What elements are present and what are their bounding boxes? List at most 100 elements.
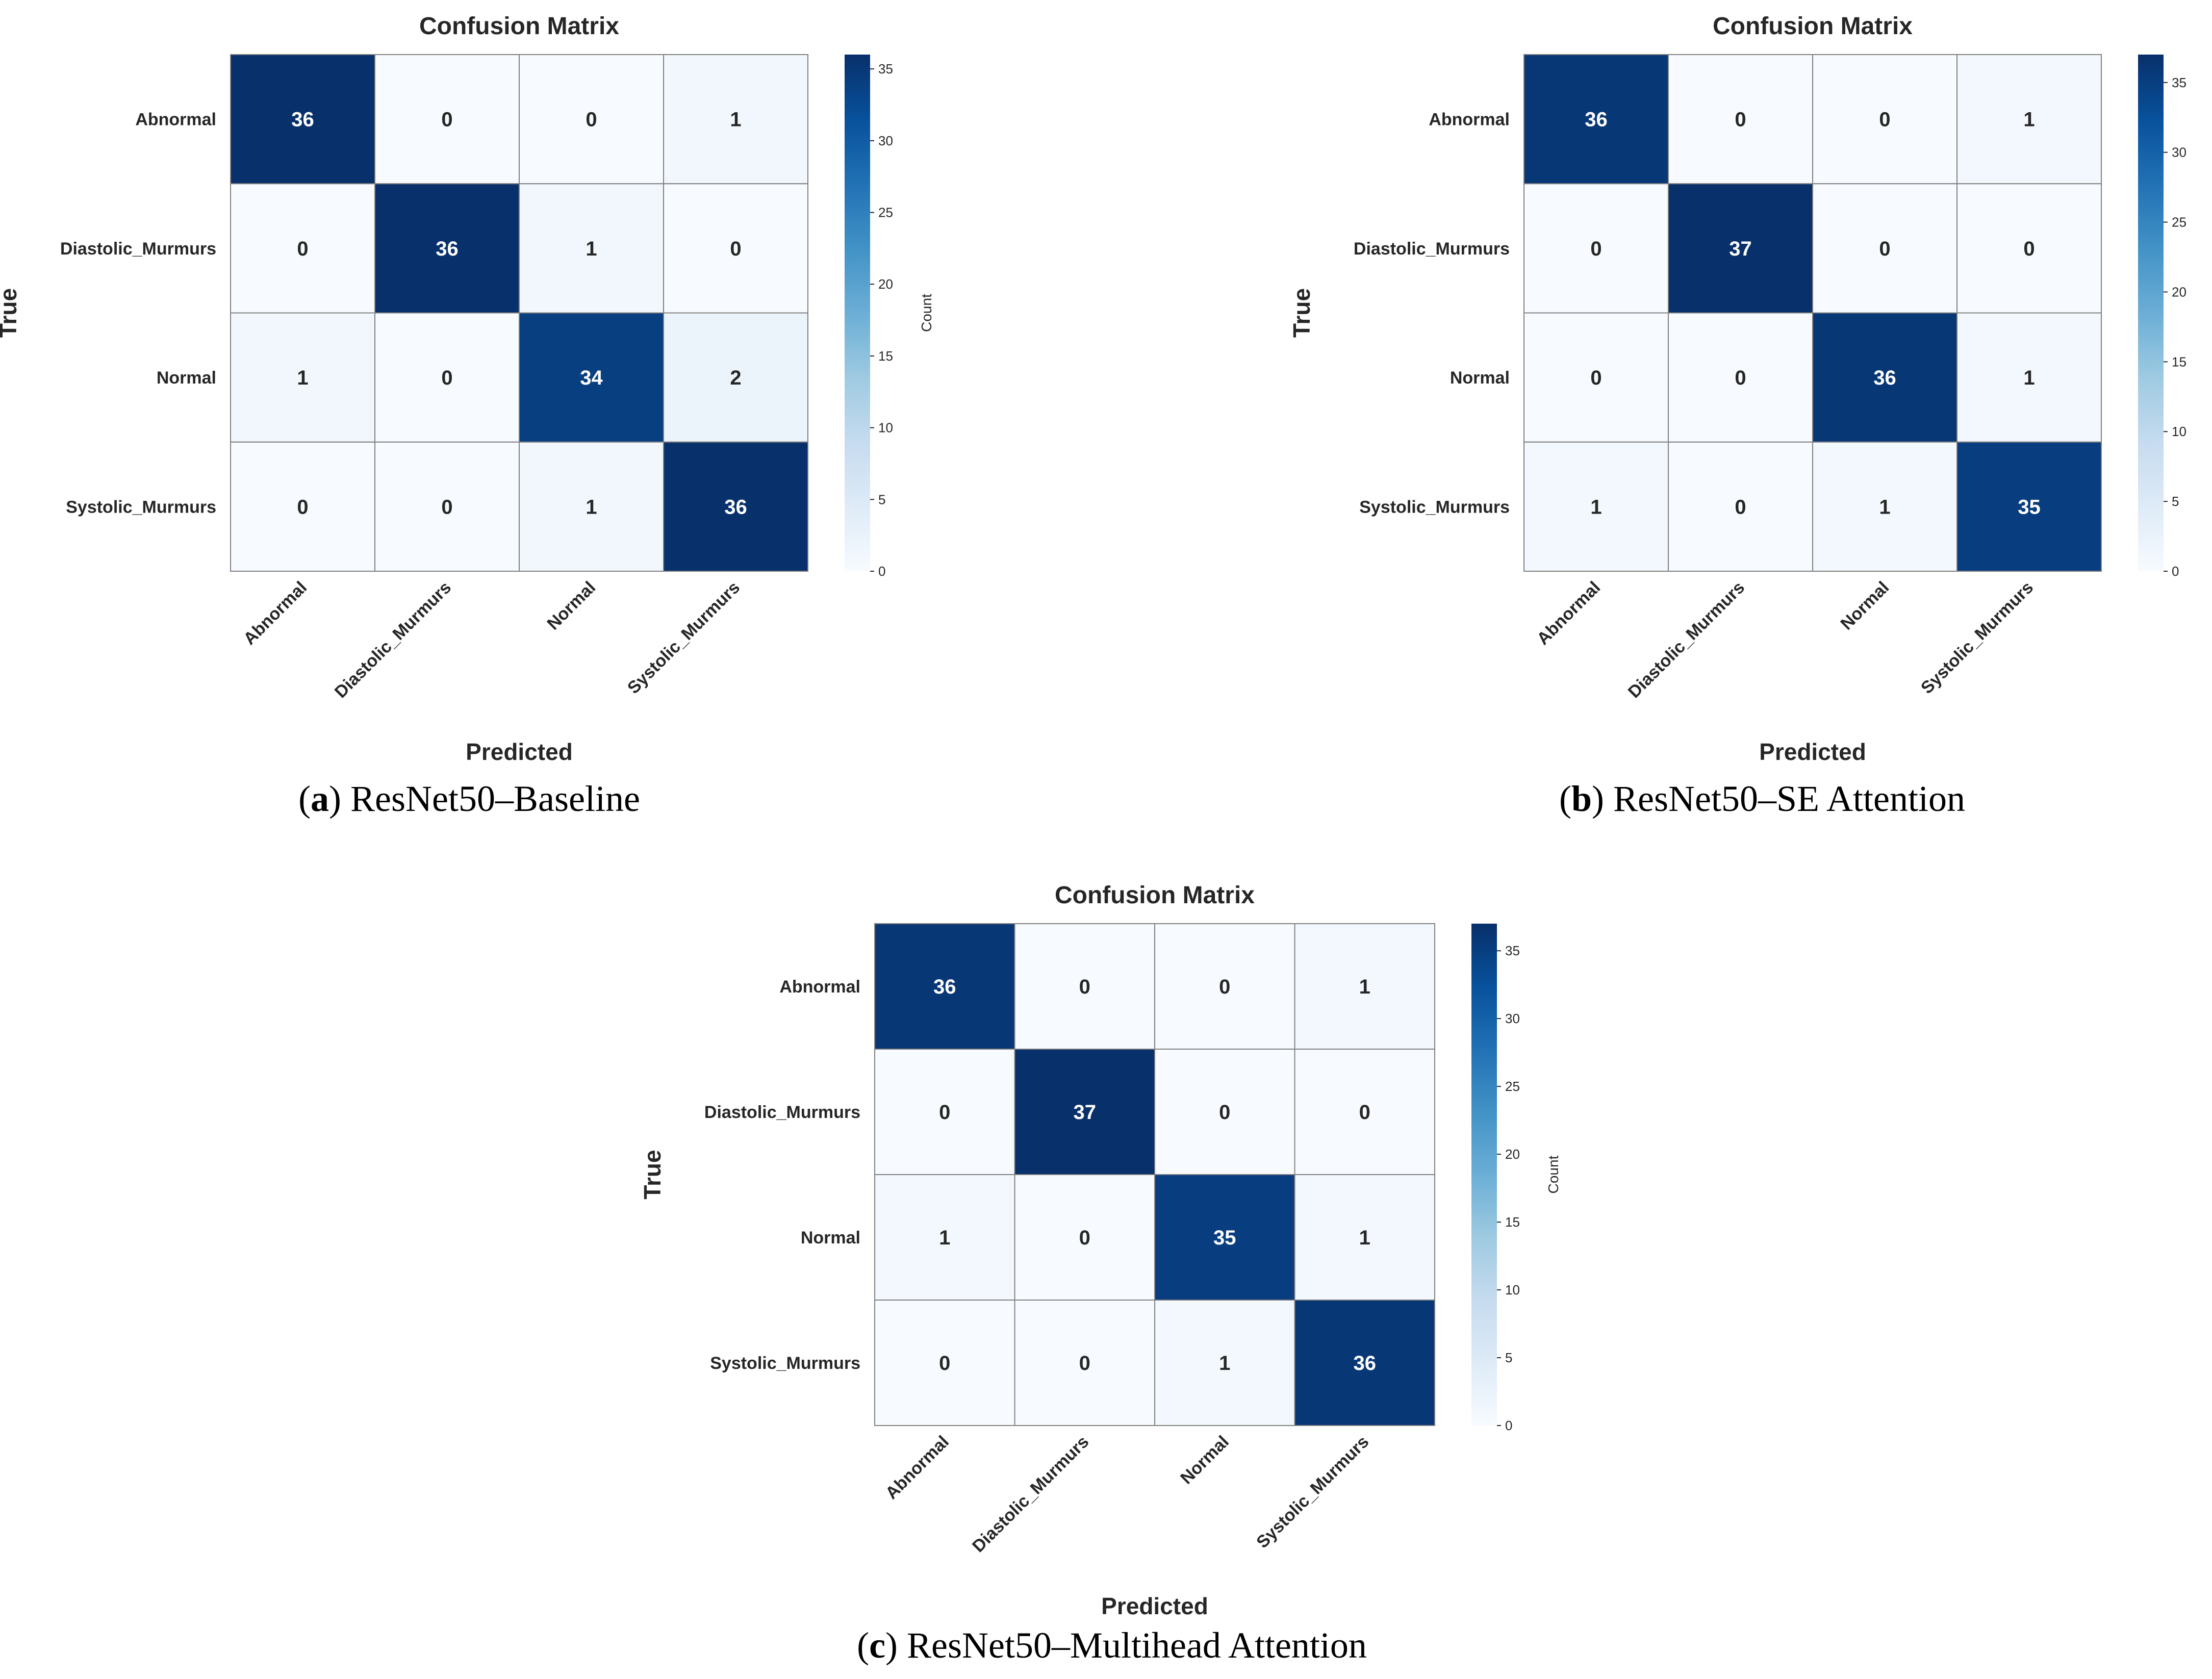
x-tick-label: Abnormal: [240, 578, 311, 649]
y-tick-label: Systolic_Murmurs: [710, 1354, 860, 1373]
heatmap-cell: [1154, 1300, 1295, 1426]
cell-value-label: 0: [1590, 367, 1601, 389]
heatmap-cell: [1014, 1049, 1155, 1175]
x-tick-label: Diastolic_Murmurs: [1624, 578, 1748, 702]
colorbar-tick-label: 0: [2172, 564, 2179, 579]
heatmap-cell: [874, 1300, 1015, 1426]
cell-value-label: 1: [939, 1227, 950, 1249]
y-axis-label: True: [639, 1150, 666, 1199]
colorbar: [845, 55, 870, 571]
heatmap-cell: [1523, 183, 1669, 314]
heatmap-cell: [1154, 1049, 1295, 1175]
y-tick-label: Normal: [801, 1228, 860, 1248]
heatmap-cell: [1668, 54, 1813, 185]
heatmap-cell: [1014, 1300, 1155, 1426]
colorbar-tick-label: 25: [878, 205, 893, 220]
x-tick-label: Systolic_Murmurs: [1917, 578, 2037, 698]
caption-letter: b: [1571, 778, 1592, 819]
chart-title: Confusion Matrix: [1055, 882, 1255, 909]
cell-value-label: 0: [1735, 496, 1746, 518]
heatmap-cell: [1956, 441, 2102, 572]
heatmap-cell: [663, 441, 808, 572]
colorbar-tick-label: 15: [1505, 1214, 1520, 1230]
heatmap-cell: [230, 441, 375, 572]
cell-value-label: 0: [939, 1352, 950, 1375]
x-tick-label: Abnormal: [1533, 578, 1604, 649]
heatmap-cell: [1154, 1174, 1295, 1301]
caption-letter: a: [311, 778, 329, 819]
cell-value-label: 0: [1079, 976, 1090, 998]
heatmap-cell: [374, 312, 520, 443]
cell-value-label: 1: [1359, 1227, 1370, 1249]
colorbar: [1471, 924, 1497, 1426]
colorbar-tick-label: 5: [878, 492, 885, 507]
heatmap-cell: [374, 183, 520, 314]
colorbar-tick-label: 35: [878, 61, 893, 77]
y-axis-label: True: [1288, 288, 1315, 338]
colorbar-tick-label: 30: [1505, 1011, 1520, 1026]
cell-value-label: 1: [586, 238, 597, 260]
heatmap-cell: [230, 54, 375, 185]
chart-title: Confusion Matrix: [419, 13, 619, 40]
cell-value-label: 0: [1219, 976, 1230, 998]
colorbar-tick-label: 15: [878, 348, 893, 364]
colorbar: [2138, 55, 2164, 571]
cell-value-label: 1: [2023, 109, 2035, 131]
cell-value-label: 36: [1585, 109, 1608, 131]
colorbar-tick-label: 10: [2172, 424, 2186, 439]
x-tick-label: Normal: [543, 578, 599, 634]
x-tick-label: Diastolic_Murmurs: [331, 578, 455, 702]
heatmap-cell: [1294, 1174, 1435, 1301]
heatmap-cell: [1014, 1174, 1155, 1301]
cell-value-label: 1: [2023, 367, 2035, 389]
heatmap-cell: [519, 441, 664, 572]
cell-value-label: 35: [1213, 1227, 1236, 1249]
x-tick-label: Systolic_Murmurs: [624, 578, 744, 698]
heatmap-cell: [1812, 441, 1957, 572]
colorbar-tick-label: 15: [2172, 354, 2186, 369]
colorbar-tick-label: 10: [878, 420, 893, 436]
caption-letter: c: [869, 1625, 885, 1666]
subfigure-caption: (c) ResNet50–Multihead Attention: [857, 1625, 1367, 1666]
heatmap-cell: [1523, 441, 1669, 572]
y-tick-label: Abnormal: [1429, 110, 1510, 130]
heatmap-cell: [1523, 54, 1669, 185]
heatmap-cell: [1956, 54, 2102, 185]
heatmap-cell: [230, 183, 375, 314]
colorbar-tick-label: 25: [1505, 1079, 1520, 1094]
colorbar-tick-label: 25: [2172, 215, 2186, 230]
heatmap-cell: [1668, 312, 1813, 443]
cell-value-label: 0: [1735, 367, 1746, 389]
y-tick-label: Diastolic_Murmurs: [704, 1103, 860, 1122]
colorbar-tick-label: 10: [1505, 1282, 1520, 1298]
chart-title: Confusion Matrix: [1713, 13, 1913, 40]
colorbar-tick-label: 30: [878, 133, 893, 148]
heatmap-cell: [874, 923, 1015, 1050]
heatmap-cell: [1294, 1300, 1435, 1426]
y-tick-label: Abnormal: [779, 977, 860, 997]
colorbar-tick-label: 20: [2172, 284, 2186, 299]
heatmap-cell: [1668, 441, 1813, 572]
cell-value-label: 35: [2018, 496, 2041, 518]
x-tick-label: Systolic_Murmurs: [1253, 1432, 1372, 1552]
cell-value-label: 0: [441, 109, 452, 131]
cell-value-label: 36: [933, 976, 956, 998]
cell-value-label: 0: [1079, 1352, 1090, 1375]
cell-value-label: 0: [1735, 109, 1746, 131]
cell-value-label: 0: [297, 496, 308, 518]
colorbar-tick-label: 35: [2172, 75, 2186, 90]
x-axis-label: Predicted: [466, 739, 573, 765]
cell-value-label: 34: [580, 367, 603, 389]
heatmap-cell: [1523, 312, 1669, 443]
colorbar-tick-label: 30: [2172, 145, 2186, 160]
y-tick-label: Normal: [157, 368, 216, 388]
cell-value-label: 0: [441, 367, 452, 389]
cell-value-label: 0: [1879, 109, 1890, 131]
colorbar-label: Count: [1545, 1155, 1561, 1193]
colorbar-tick-label: 20: [878, 276, 893, 292]
heatmap-cell: [663, 312, 808, 443]
